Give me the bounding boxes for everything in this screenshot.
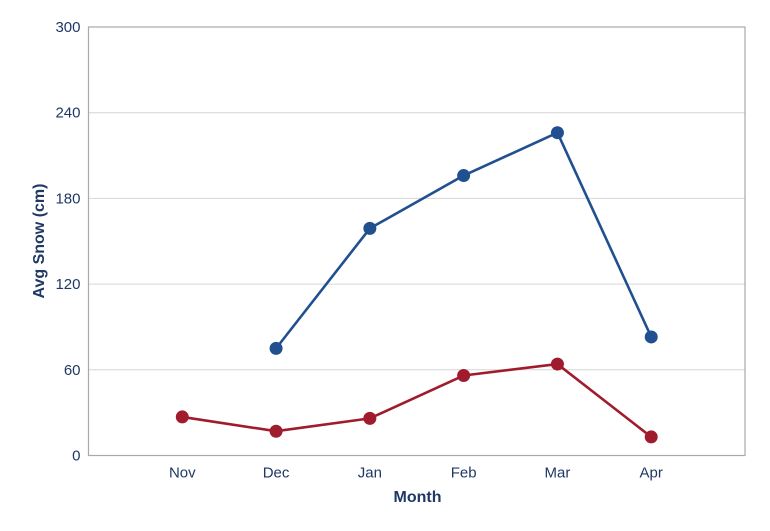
x-tick-label: Jan bbox=[358, 465, 382, 482]
y-tick-label: 60 bbox=[64, 362, 81, 379]
red-series-point bbox=[457, 369, 471, 383]
red-series-point bbox=[644, 430, 658, 444]
red-series-point bbox=[550, 357, 564, 371]
red-series-point bbox=[175, 410, 189, 424]
y-axis-title: Avg Snow (cm) bbox=[31, 183, 48, 299]
blue-series-point bbox=[550, 126, 564, 140]
blue-series-point bbox=[363, 221, 377, 235]
y-tick-label: 120 bbox=[55, 276, 80, 293]
x-tick-label: Feb bbox=[451, 465, 477, 482]
x-tick-label: Dec bbox=[263, 465, 290, 482]
y-tick-label: 240 bbox=[55, 105, 80, 122]
x-tick-label: Apr bbox=[640, 465, 663, 482]
y-tick-label: 300 bbox=[55, 19, 80, 36]
red-series-line bbox=[182, 362, 653, 438]
y-tick-label: 0 bbox=[72, 448, 80, 465]
red-series-point bbox=[269, 424, 283, 438]
blue-series-point bbox=[269, 341, 283, 355]
red-series-point bbox=[363, 411, 377, 425]
x-tick-label: Mar bbox=[545, 465, 571, 482]
x-axis-title: Month bbox=[393, 489, 442, 506]
blue-series-point bbox=[457, 169, 471, 183]
x-tick-label: Nov bbox=[169, 465, 196, 482]
blue-series-point bbox=[644, 330, 658, 344]
blue-series-line bbox=[275, 131, 653, 350]
plot-border bbox=[87, 26, 746, 457]
y-tick-label: 180 bbox=[55, 190, 80, 207]
